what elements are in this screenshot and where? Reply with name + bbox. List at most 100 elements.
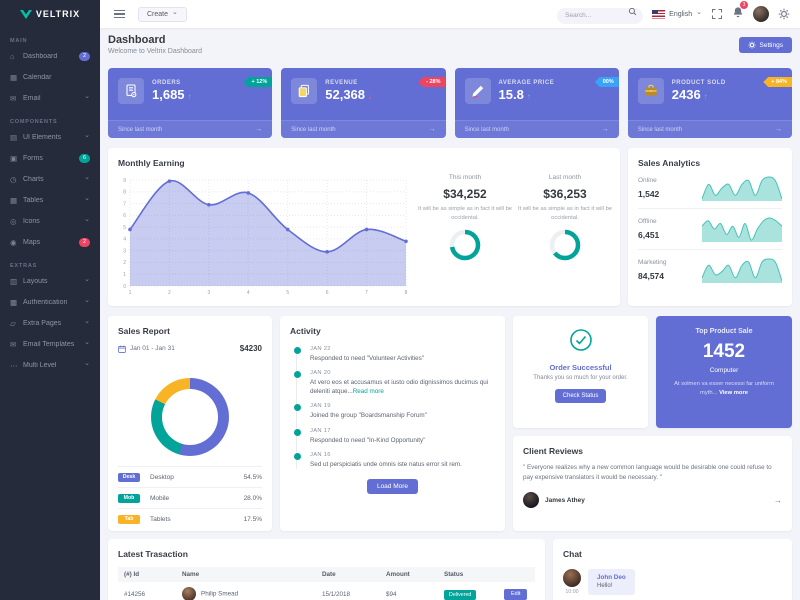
- column-header-name: Name: [176, 567, 316, 582]
- activity-date: JAN 20: [310, 370, 331, 377]
- sidebar-item-multi-level[interactable]: ⋯ Multi Level ⌄: [10, 360, 90, 370]
- sidebar-item-charts[interactable]: ◷ Charts ⌄: [10, 174, 90, 184]
- check-status-button[interactable]: Check Status: [554, 389, 607, 403]
- activity-item: JAN 19 Joined the group "Boardsmanship F…: [293, 403, 495, 420]
- summary-label: This month: [448, 174, 482, 181]
- stat-label: AVERAGE PRICE: [498, 80, 555, 86]
- view-more-link[interactable]: View more: [719, 389, 748, 396]
- sidebar-item-dashboard[interactable]: ⌂ Dashboard 2: [0, 46, 100, 67]
- fullscreen-icon[interactable]: [711, 8, 723, 20]
- legend-label: Mobile: [150, 494, 170, 502]
- activity-item: JAN 16 Sed ut perspiciatis unde omnis is…: [293, 451, 495, 469]
- card-title: Client Reviews: [523, 446, 583, 456]
- arrow-right-icon[interactable]: →: [774, 495, 782, 505]
- gear-icon[interactable]: [778, 8, 790, 20]
- chat-sender-name: John Deo: [597, 574, 626, 581]
- edit-button[interactable]: Edit: [504, 588, 528, 600]
- summary-desc: It will be as simple as in fact it will …: [517, 206, 613, 221]
- gear-icon: [748, 41, 755, 49]
- activity-text: At vero eos et accusamus et iusto odio d…: [310, 379, 489, 396]
- ui-elements-icon: ▤: [10, 133, 18, 142]
- report-total: $4230: [239, 344, 262, 353]
- create-button[interactable]: Create ⌄: [138, 6, 187, 22]
- activity-item: JAN 17 Responded to need "In-Kind Opport…: [293, 428, 495, 445]
- timeline-dot: [293, 452, 301, 460]
- column-header-id: (#) Id: [118, 567, 176, 582]
- report-period-label: Jan 01 - Jan 31: [130, 345, 175, 352]
- load-more-button[interactable]: Load More: [366, 478, 419, 494]
- sidebar-item-label: Charts: [23, 176, 44, 183]
- trend-ribbon: 00%: [594, 77, 619, 87]
- svg-text:4: 4: [247, 290, 250, 296]
- activity-text: Responded to need "In-Kind Opportunity": [310, 436, 426, 444]
- sidebar-item-layouts[interactable]: ▥ Layouts ⌄: [10, 276, 90, 286]
- analytics-label: Offline: [638, 218, 657, 225]
- top-product-sale-card: Top Product Sale 1452 Computer At solmen…: [656, 316, 792, 428]
- legend-value: 54.5%: [243, 473, 262, 481]
- svg-text:1: 1: [123, 272, 126, 278]
- top-product-name: Computer: [709, 367, 739, 374]
- arrow-right-icon[interactable]: →: [428, 126, 436, 133]
- chat-message: 10:00 John Deo Hello!: [563, 569, 782, 595]
- stat-footer-label: Since last month: [291, 126, 336, 133]
- settings-button-label: Settings: [759, 41, 784, 49]
- stat-value: 2436 ↑: [671, 87, 708, 102]
- sales-report-card: Sales Report Jan 01 - Jan 31 $4230 Desk …: [108, 316, 272, 531]
- trend-down-icon: ↓: [368, 92, 373, 101]
- brand[interactable]: VELTRIX: [0, 0, 100, 28]
- sales-analytics-card: Sales Analytics Online 1,542 Offline 6,4…: [628, 148, 792, 306]
- top-product-value: 1452: [702, 341, 746, 362]
- sidebar-item-calendar[interactable]: ▦ Calendar: [0, 67, 100, 88]
- sidebar-item-forms[interactable]: ▣ Forms 6: [0, 148, 100, 169]
- sidebar-item-email[interactable]: ✉ Email ⌄: [10, 93, 90, 103]
- sidebar-section-components: COMPONENTS: [10, 119, 58, 125]
- cell-date: 15/1/2018: [316, 582, 380, 600]
- search-icon[interactable]: [628, 7, 637, 16]
- arrow-right-icon[interactable]: →: [255, 126, 263, 133]
- trend-ribbon: + 12%: [243, 77, 273, 87]
- legend-value: 28.0%: [243, 494, 262, 502]
- sidebar-item-maps[interactable]: ◉ Maps 2: [0, 232, 100, 253]
- notifications-button[interactable]: 3: [732, 1, 748, 23]
- veltrix-logo-icon: [19, 9, 32, 19]
- sidebar-item-authentication[interactable]: ▩ Authentication ⌄: [10, 297, 90, 307]
- calendar-icon: ▦: [10, 73, 18, 82]
- sidebar-item-extra-pages[interactable]: ▱ Extra Pages ⌄: [10, 318, 90, 328]
- analytics-value: 6,451: [638, 230, 660, 240]
- user-avatar[interactable]: [753, 6, 769, 22]
- search-input[interactable]: [557, 7, 644, 24]
- analytics-row-offline: Offline 6,451: [638, 209, 782, 250]
- report-legend: Desk Desktop 54.5% Mob Mobile 28.0% Tab …: [118, 466, 262, 529]
- settings-button[interactable]: Settings: [738, 37, 792, 53]
- activity-date: JAN 16: [310, 451, 331, 458]
- ellipsis-icon: ⋯: [10, 361, 18, 370]
- language-selector[interactable]: English ⌄: [652, 9, 702, 19]
- badge: 2: [78, 238, 90, 247]
- sidebar-item-email-templates[interactable]: ✉ Email Templates ⌄: [10, 339, 90, 349]
- tables-icon: ▦: [10, 196, 18, 205]
- sidebar-item-tables[interactable]: ▦ Tables ⌄: [10, 195, 90, 205]
- sidebar-item-label: Icons: [23, 218, 40, 225]
- last-month-summary: Last month $36,253 It will be as simple …: [516, 174, 614, 267]
- sidebar-item-icons[interactable]: ◎ Icons ⌄: [10, 216, 90, 226]
- read-more-link[interactable]: Read more: [352, 388, 384, 396]
- trend-up-icon: ↑: [526, 92, 531, 101]
- analytics-row-online: Online 1,542: [638, 168, 782, 209]
- order-desc: Thanks you so much for your order.: [533, 375, 628, 381]
- bell-icon: [733, 7, 743, 18]
- arrow-right-icon[interactable]: →: [601, 126, 609, 133]
- trend-ribbon: + 84%: [763, 77, 792, 87]
- sidebar-section-main: MAIN: [10, 38, 28, 44]
- legend-badge: Desk: [118, 472, 140, 482]
- latest-transaction-card: Latest Trasaction (#) Id Name Date Amoun…: [108, 539, 545, 600]
- client-reviews-card: Client Reviews " Everyone realizes why a…: [513, 436, 792, 531]
- pencil-icon: [464, 78, 491, 104]
- sidebar-item-label: Tables: [23, 197, 44, 204]
- stat-value: 15.8 ↑: [498, 87, 531, 102]
- sidebar-item-ui-elements[interactable]: ▤ UI Elements ⌄: [10, 132, 90, 142]
- menu-toggle-icon[interactable]: [106, 9, 132, 19]
- arrow-right-icon[interactable]: →: [775, 126, 782, 133]
- activity-item: JAN 20 At vero eos et accusamus et iusto…: [293, 370, 495, 396]
- chat-bubble: John Deo Hello!: [588, 569, 635, 595]
